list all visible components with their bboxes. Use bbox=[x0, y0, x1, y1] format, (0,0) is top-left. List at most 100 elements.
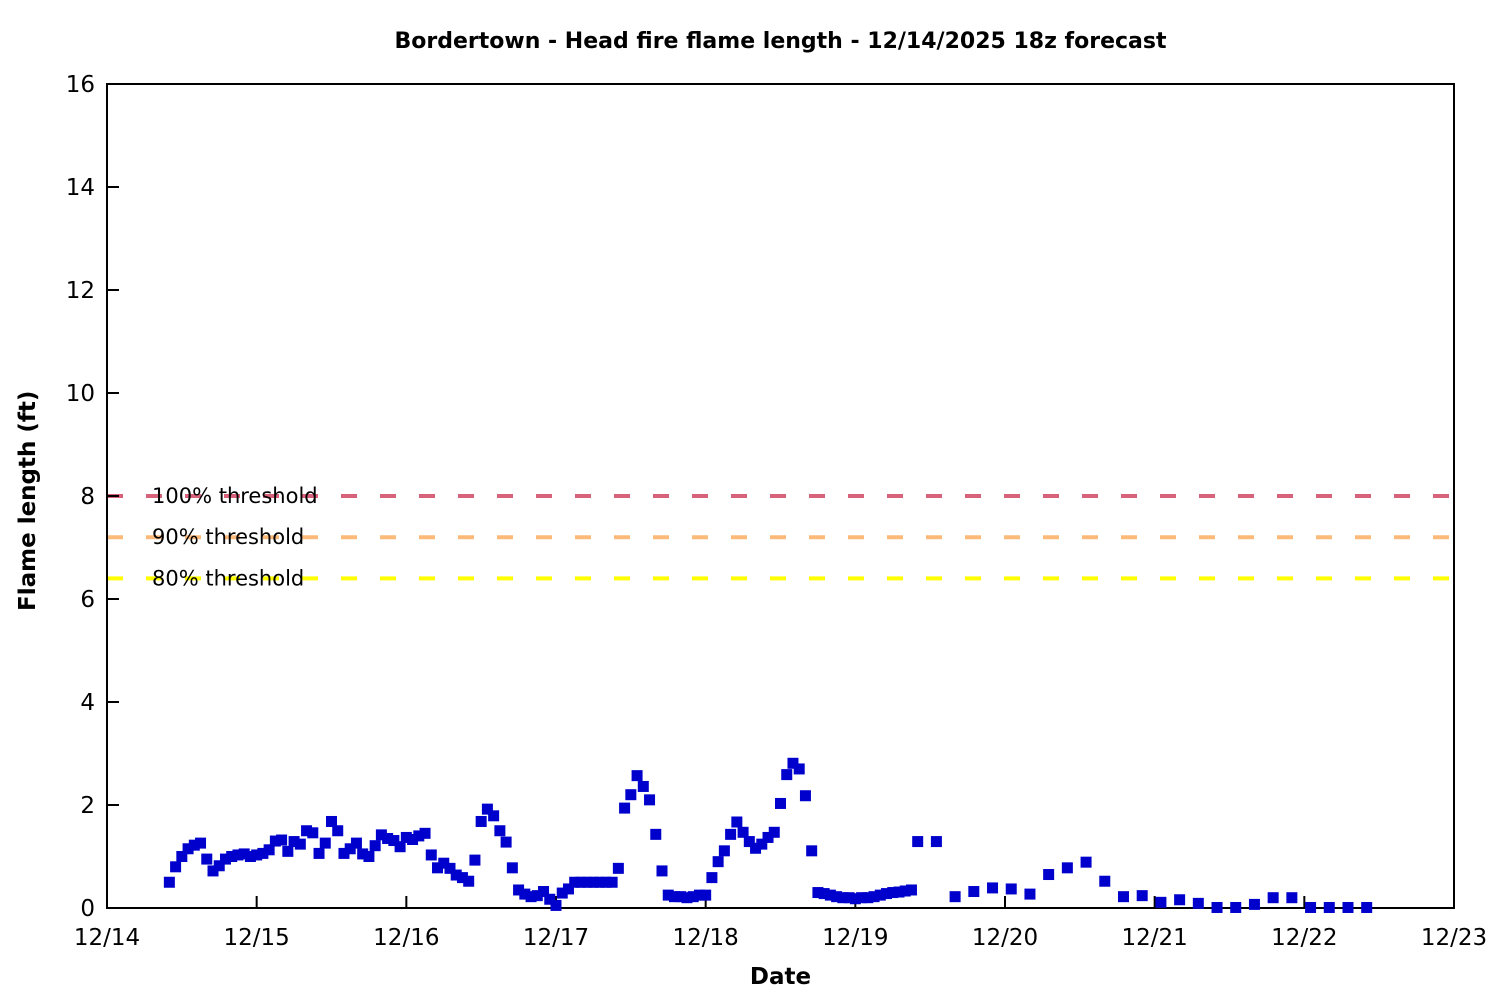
x-axis-title: Date bbox=[749, 964, 812, 990]
data-point bbox=[244, 851, 256, 862]
data-point bbox=[481, 803, 493, 815]
data-point bbox=[188, 839, 200, 851]
data-point bbox=[301, 825, 313, 837]
data-point bbox=[1043, 869, 1055, 881]
data-point bbox=[637, 780, 649, 792]
data-point bbox=[1117, 891, 1129, 903]
data-point bbox=[775, 797, 786, 809]
data-point bbox=[326, 815, 337, 827]
threshold-label: 100% threshold bbox=[152, 484, 318, 508]
data-point bbox=[700, 889, 712, 901]
y-tick-label: 2 bbox=[80, 793, 95, 819]
data-point bbox=[899, 885, 911, 897]
data-point bbox=[1024, 888, 1036, 900]
data-point bbox=[987, 882, 999, 894]
data-point bbox=[594, 876, 606, 888]
data-point bbox=[656, 865, 668, 877]
data-point bbox=[344, 843, 356, 855]
data-point bbox=[369, 840, 381, 852]
x-tick-label: 12/20 bbox=[972, 925, 1038, 951]
data-point bbox=[1155, 896, 1167, 908]
data-point bbox=[176, 851, 188, 862]
x-tick-label: 12/23 bbox=[1421, 925, 1487, 951]
data-point bbox=[887, 887, 899, 899]
data-point bbox=[425, 849, 437, 861]
data-point bbox=[276, 834, 288, 846]
data-point bbox=[1267, 892, 1279, 904]
data-point bbox=[687, 891, 699, 903]
data-point bbox=[475, 815, 487, 827]
data-point bbox=[207, 865, 219, 877]
data-point bbox=[469, 854, 481, 866]
data-point bbox=[363, 851, 375, 862]
data-point bbox=[612, 862, 624, 874]
x-tick-label: 12/14 bbox=[74, 925, 140, 951]
data-point bbox=[668, 891, 680, 903]
data-point bbox=[581, 876, 593, 888]
data-point bbox=[195, 837, 207, 849]
data-point bbox=[488, 810, 500, 822]
data-point bbox=[1061, 862, 1073, 874]
data-point bbox=[319, 837, 331, 849]
data-point bbox=[662, 889, 674, 901]
data-point bbox=[781, 769, 793, 781]
data-point bbox=[793, 763, 805, 775]
data-point bbox=[718, 845, 730, 857]
data-point bbox=[587, 876, 599, 888]
data-point bbox=[413, 830, 425, 842]
data-point bbox=[743, 836, 755, 848]
data-point bbox=[1192, 897, 1204, 909]
data-point bbox=[288, 836, 300, 848]
data-point bbox=[444, 862, 456, 874]
data-point bbox=[1136, 890, 1148, 902]
data-point bbox=[1211, 901, 1223, 913]
data-point bbox=[450, 869, 462, 881]
data-point bbox=[600, 876, 612, 888]
data-point bbox=[556, 887, 568, 899]
data-point bbox=[1361, 901, 1373, 913]
x-tick-label: 12/15 bbox=[224, 925, 290, 951]
data-point bbox=[675, 891, 687, 903]
data-point bbox=[818, 888, 830, 900]
y-tick-label: 14 bbox=[66, 175, 95, 201]
data-point bbox=[163, 876, 175, 888]
data-point bbox=[213, 860, 225, 872]
data-point bbox=[332, 825, 344, 837]
data-point bbox=[438, 857, 450, 869]
data-point bbox=[170, 861, 182, 873]
data-point bbox=[531, 890, 543, 902]
data-point bbox=[1080, 856, 1092, 868]
data-point bbox=[725, 828, 737, 840]
data-point bbox=[812, 887, 824, 899]
data-point bbox=[238, 848, 250, 860]
y-tick-label: 10 bbox=[66, 381, 95, 407]
data-point bbox=[856, 892, 868, 904]
data-point bbox=[394, 841, 406, 853]
y-tick-label: 16 bbox=[66, 72, 95, 98]
data-point bbox=[513, 884, 525, 896]
data-point bbox=[1342, 901, 1354, 913]
x-tick-label: 12/21 bbox=[1122, 925, 1188, 951]
data-point bbox=[893, 886, 905, 898]
data-point bbox=[606, 876, 618, 888]
data-point bbox=[693, 889, 705, 901]
data-point bbox=[1248, 898, 1260, 910]
x-tick-label: 12/19 bbox=[822, 925, 888, 951]
y-tick-label: 8 bbox=[80, 484, 95, 510]
data-point bbox=[375, 829, 387, 841]
data-point bbox=[575, 876, 587, 888]
data-point bbox=[357, 848, 369, 860]
y-tick-label: 4 bbox=[80, 690, 95, 716]
data-point bbox=[257, 847, 269, 859]
data-point bbox=[968, 886, 980, 898]
data-point bbox=[307, 827, 319, 839]
x-tick-label: 12/18 bbox=[673, 925, 739, 951]
data-point bbox=[562, 883, 574, 895]
data-point bbox=[862, 892, 874, 904]
data-point bbox=[1305, 901, 1317, 913]
data-point bbox=[843, 892, 855, 904]
data-point bbox=[737, 826, 749, 838]
data-point bbox=[432, 862, 444, 874]
data-point bbox=[294, 838, 306, 850]
